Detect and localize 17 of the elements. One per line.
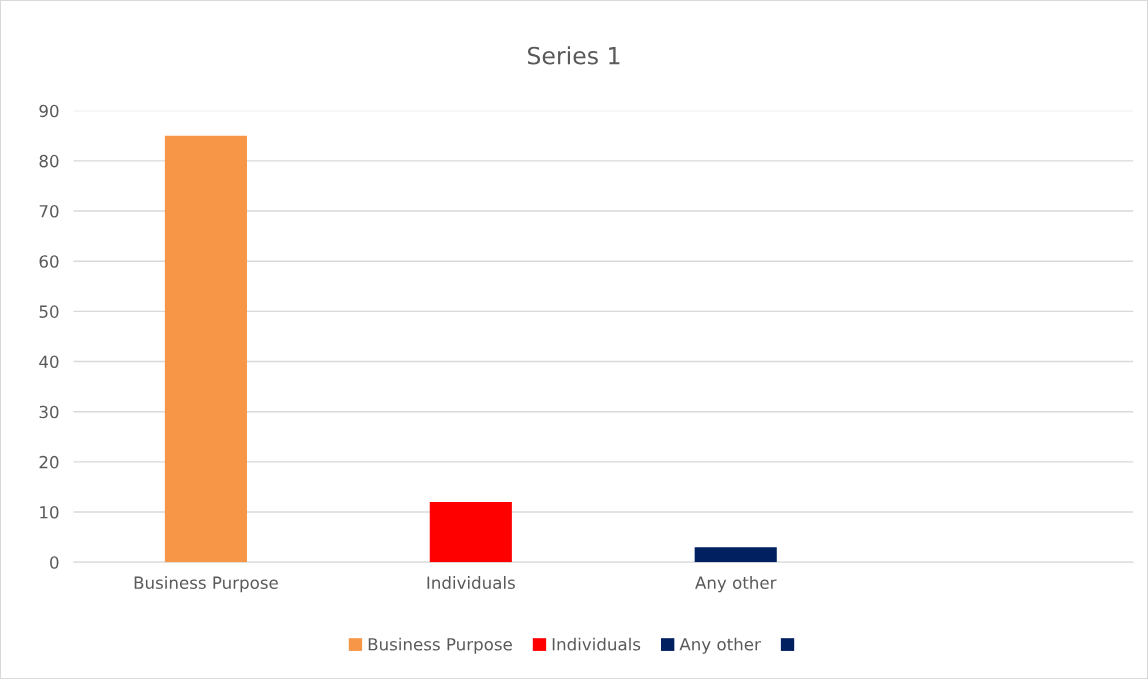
x-tick-label: Any other xyxy=(695,576,777,593)
y-tick-label: 30 xyxy=(39,405,59,419)
chart-title: Series 1 xyxy=(527,46,620,65)
legend-label: Any other xyxy=(679,637,761,654)
y-tick-label: 10 xyxy=(40,506,59,519)
y-tick-label: 40 xyxy=(39,355,59,369)
y-tick-label: 80 xyxy=(39,154,59,168)
legend-label: Business Purpose xyxy=(368,637,512,654)
y-tick-label: 50 xyxy=(39,305,59,318)
y-tick-label: 20 xyxy=(39,455,59,469)
x-tick-label: Individuals xyxy=(427,576,515,589)
y-tick-label: 90 xyxy=(39,104,59,118)
x-tick-label: Business Purpose xyxy=(134,576,278,593)
y-tick-label: 0 xyxy=(50,556,59,569)
legend-label: Individuals xyxy=(552,637,641,651)
y-tick-label: 70 xyxy=(39,204,59,218)
y-tick-label: 60 xyxy=(39,255,59,268)
